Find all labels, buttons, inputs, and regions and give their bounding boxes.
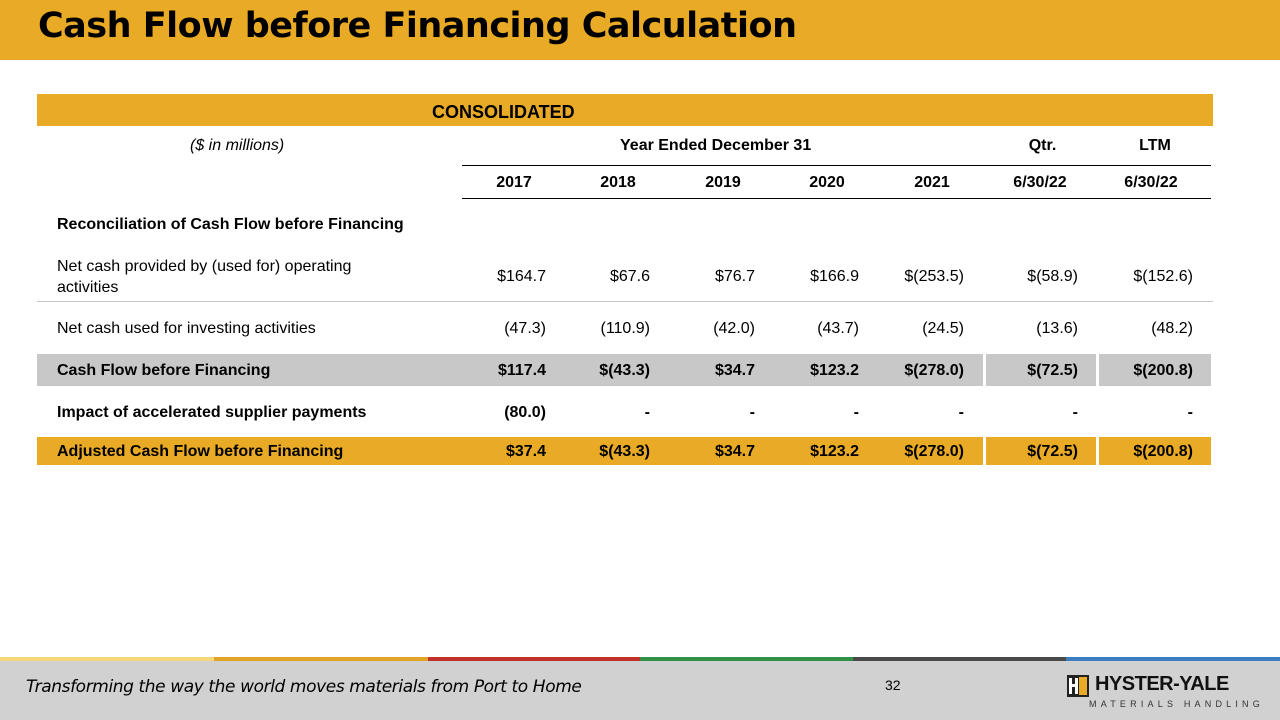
column-header: 2019 (705, 174, 741, 191)
footer-stripe (853, 657, 1066, 661)
table-cell: (110.9) (600, 320, 650, 337)
table-cell: (43.7) (817, 320, 859, 337)
table-cell: $(200.8) (1133, 362, 1193, 379)
footer-stripe (1066, 657, 1280, 661)
table-cell: $123.2 (810, 362, 859, 379)
table-cell: $(43.3) (599, 362, 650, 379)
table-cell: $(152.6) (1133, 268, 1193, 285)
table-cell: $117.4 (497, 362, 546, 379)
table-cell: $67.6 (609, 268, 650, 285)
logo-wordmark: HYSTER-YALE (1095, 673, 1229, 695)
page-title: Cash Flow before Financing Calculation (38, 6, 797, 46)
hy-logo-icon (1067, 675, 1089, 697)
table-cell: $(72.5) (1027, 362, 1078, 379)
table-cell: - (749, 404, 755, 421)
table-cell: $34.7 (714, 362, 755, 379)
consolidated-banner (37, 94, 1213, 126)
table-cell: $76.7 (714, 268, 755, 285)
column-header: 2018 (600, 174, 636, 191)
table-cell: (48.2) (1151, 320, 1193, 337)
table-cell: (13.6) (1036, 320, 1078, 337)
table-cell: - (958, 404, 964, 421)
table-cell: (47.3) (504, 320, 546, 337)
qtr-group-header: Qtr. (1028, 137, 1057, 154)
footer-stripe (0, 657, 214, 661)
footer-tagline: Transforming the way the world moves mat… (26, 677, 582, 697)
section-heading: Reconciliation of Cash Flow before Finan… (57, 216, 404, 233)
column-header: 6/30/22 (1013, 174, 1067, 191)
table-cell: $(253.5) (904, 268, 964, 285)
highlight-band (1099, 437, 1211, 465)
row-label-continued: activities (57, 279, 119, 296)
table-cell: - (644, 404, 650, 421)
column-header: 6/30/22 (1124, 174, 1178, 191)
table-cell: (80.0) (504, 404, 546, 421)
row-label: Impact of accelerated supplier payments (57, 404, 367, 421)
table-cell: $(278.0) (904, 443, 964, 460)
units-label: ($ in millions) (190, 137, 285, 154)
title-bar (0, 0, 1280, 60)
highlight-band (986, 354, 1096, 386)
table-cell: (24.5) (922, 320, 964, 337)
table-cell: $(200.8) (1133, 443, 1193, 460)
column-header: 2021 (914, 174, 950, 191)
highlight-band (1099, 354, 1211, 386)
footer-stripe (428, 657, 640, 661)
column-header: 2017 (496, 174, 532, 191)
row-label: Cash Flow before Financing (57, 362, 271, 379)
row-divider (37, 301, 1213, 302)
highlight-band (986, 437, 1096, 465)
table-cell: $164.7 (497, 268, 546, 285)
table-cell: $(278.0) (904, 362, 964, 379)
consolidated-label: CONSOLIDATED (432, 102, 575, 122)
table-cell: $(72.5) (1027, 443, 1078, 460)
year-group-header: Year Ended December 31 (620, 137, 812, 154)
logo-subtitle: MATERIALS HANDLING (1089, 699, 1264, 709)
ltm-group-header: LTM (1139, 137, 1171, 154)
header-rule-bottom (462, 198, 1211, 199)
table-cell: $34.7 (714, 443, 755, 460)
table-cell: $(58.9) (1027, 268, 1078, 285)
highlight-band (37, 437, 983, 465)
highlight-band (37, 354, 983, 386)
footer-stripe (640, 657, 853, 661)
row-label: Net cash used for investing activities (57, 320, 316, 337)
footer-bar (0, 661, 1280, 720)
table-cell: - (1072, 404, 1078, 421)
footer-stripe (214, 657, 428, 661)
table-cell: $166.9 (810, 268, 859, 285)
table-cell: $123.2 (810, 443, 859, 460)
table-cell: - (853, 404, 859, 421)
header-rule-top (462, 165, 1211, 166)
table-cell: $37.4 (505, 443, 546, 460)
column-header: 2020 (809, 174, 845, 191)
row-label: Net cash provided by (used for) operatin… (57, 258, 352, 275)
row-label: Adjusted Cash Flow before Financing (57, 443, 344, 460)
table-cell: $(43.3) (599, 443, 650, 460)
table-cell: (42.0) (713, 320, 755, 337)
table-cell: - (1187, 404, 1193, 421)
page-number: 32 (885, 677, 901, 693)
